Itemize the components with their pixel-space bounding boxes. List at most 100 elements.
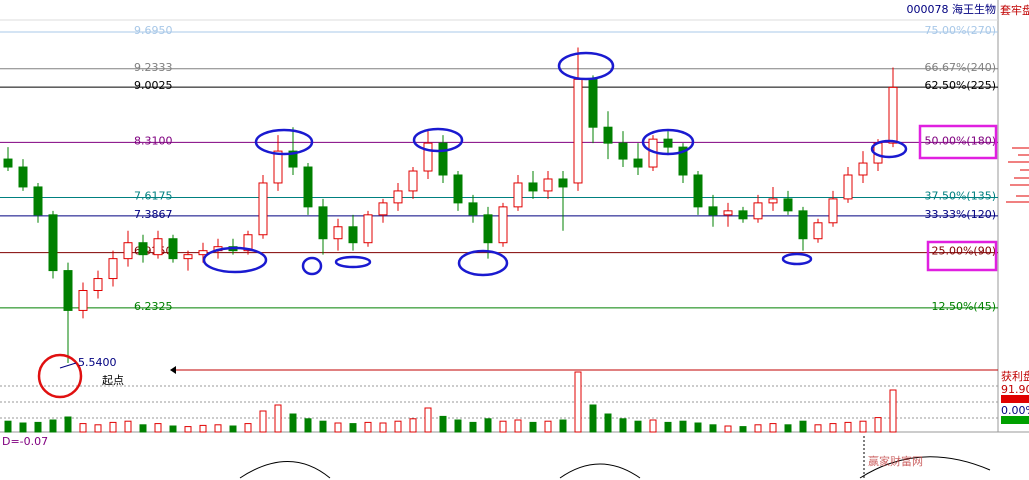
volume-bar (724, 425, 732, 433)
candle-body (108, 258, 118, 280)
level-ratio: 33.33%(120) (924, 208, 996, 221)
volume-bar (49, 419, 57, 433)
volume-bar (574, 371, 582, 433)
candle-body (273, 150, 283, 184)
volume-bar (604, 413, 612, 433)
stock-title: 000078 海王生物 (907, 2, 997, 16)
volume-bar (109, 421, 117, 433)
candle-body (483, 214, 493, 244)
level-ratio: 75.00%(270) (924, 24, 996, 37)
level-price: 7.6175 (134, 190, 173, 203)
candle-body (183, 254, 193, 260)
candle-body (588, 78, 598, 128)
candle-body (618, 142, 628, 160)
candle-body (123, 242, 133, 260)
volume-bar (409, 418, 417, 433)
candle-body (78, 290, 88, 311)
start-note: 起点 (102, 374, 124, 387)
watermark: 赢家财富网 (868, 454, 923, 468)
candle-body (543, 178, 553, 192)
candle-body (723, 210, 733, 216)
candle-body (153, 238, 163, 256)
start-price: 5.5400 (78, 356, 117, 369)
volume-bar (694, 422, 702, 433)
volume-bar (784, 424, 792, 433)
volume-bar (814, 424, 822, 433)
volume-bar (664, 421, 672, 433)
volume-bar (19, 422, 27, 433)
candle-body (768, 198, 778, 204)
highlight-box (926, 240, 998, 272)
volume-bar (679, 420, 687, 433)
volume-bar (634, 420, 642, 433)
level-price: 8.3100 (134, 134, 173, 147)
candle-body (453, 174, 463, 204)
volume-bar (304, 418, 312, 433)
candle-body (798, 210, 808, 240)
volume-bar (844, 421, 852, 433)
candle-body (63, 270, 73, 311)
level-ratio: 12.50%(45) (931, 300, 996, 313)
volume-bar (214, 424, 222, 433)
annotations (202, 51, 908, 277)
level-price: 6.2325 (134, 300, 173, 313)
candle-body (48, 214, 58, 272)
candle-body (783, 198, 793, 212)
profit-pct: 91.90% (1001, 383, 1029, 396)
candle-body (3, 158, 13, 168)
candle-body (858, 162, 868, 176)
candle-body (93, 278, 103, 292)
volume-bar (649, 419, 657, 433)
volume-bar (469, 421, 477, 433)
candle-body (828, 198, 838, 224)
volume-bar (199, 424, 207, 433)
candle-body (258, 182, 268, 236)
volume-bar (619, 418, 627, 433)
level-ratio: 62.50%(225) (924, 79, 996, 92)
level-price: 7.3867 (134, 208, 173, 221)
volume-bar (484, 418, 492, 433)
level-ratio: 25.00%(90) (931, 245, 996, 258)
candle-body (393, 190, 403, 204)
volume-bar (874, 417, 882, 433)
volume-bar (289, 413, 297, 433)
candle-body (318, 206, 328, 240)
volume-bar (799, 420, 807, 433)
volume-bar (589, 404, 597, 433)
volume-bar (709, 424, 717, 433)
candle-body (243, 234, 253, 252)
candle-body (423, 142, 433, 172)
volume-bar (889, 389, 897, 433)
level-price: 9.6950 (134, 24, 173, 37)
candle-body (753, 202, 763, 220)
candle-body (288, 150, 298, 168)
volume-bar (379, 422, 387, 433)
candle-body (678, 146, 688, 176)
volume-bar (424, 407, 432, 433)
volume-bar (439, 415, 447, 433)
volume-bar (514, 419, 522, 433)
candle-body (843, 174, 853, 200)
candle-body (33, 186, 43, 216)
candle-body (168, 238, 178, 260)
candle-body (378, 202, 388, 216)
candle-body (498, 206, 508, 244)
candle-body (348, 226, 358, 244)
candle-body (573, 78, 583, 184)
volume-bar (184, 426, 192, 433)
volume-bar (349, 423, 357, 433)
candle-body (138, 242, 148, 256)
candle-body (363, 214, 373, 244)
level-price: 9.2333 (134, 61, 173, 74)
level-price: 9.0025 (134, 79, 173, 92)
candle-body (708, 206, 718, 216)
candle-body (888, 86, 898, 144)
volume-bar (124, 420, 132, 433)
volume-bar (154, 423, 162, 433)
volume-bar (244, 423, 252, 433)
candle-body (558, 178, 568, 188)
volume-bar (259, 410, 267, 433)
candle-body (333, 226, 343, 240)
volume-bar (319, 420, 327, 433)
